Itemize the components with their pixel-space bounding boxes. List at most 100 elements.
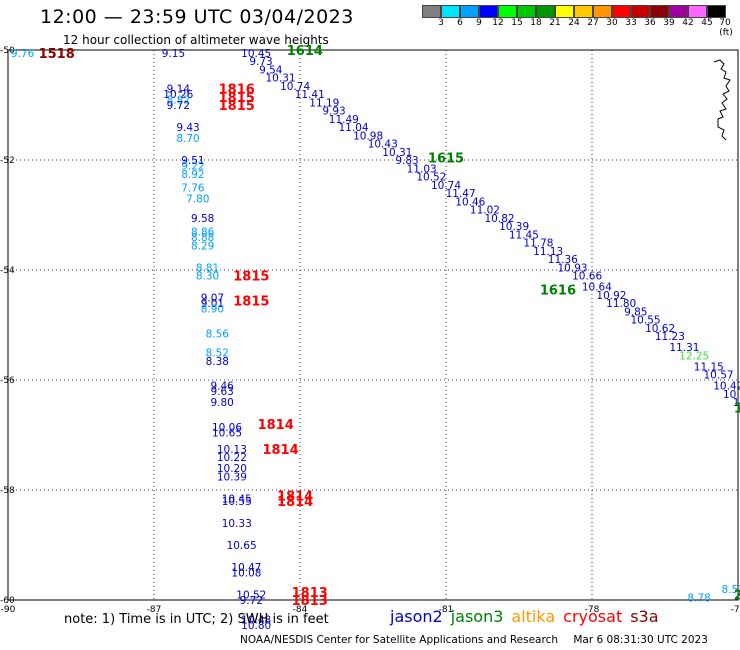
colorbar-label: 27 [587, 18, 599, 28]
y-tick-label: -52 [0, 156, 15, 166]
colorbar-label: 39 [663, 18, 675, 28]
wave-height-label: 8.90 [201, 304, 224, 316]
wave-height-label: 9.72 [167, 100, 190, 112]
satellite-legend-item: jason2 [390, 607, 443, 626]
wave-height-label: 10.98 [353, 130, 383, 142]
wave-height-label: 10.57 [704, 370, 734, 382]
wave-height-label: 10.52 [416, 172, 446, 184]
colorbar-swatch [479, 5, 498, 18]
wave-height-label: 11.47 [446, 188, 476, 200]
wave-height-label: 11.13 [533, 246, 563, 258]
wave-height-label: 8.30 [196, 271, 219, 283]
wave-height-label: 8.92 [181, 169, 204, 181]
wave-height-label: 10.74 [431, 180, 461, 192]
wave-height-label: 11.36 [548, 254, 578, 266]
time-stamp-label: 1815 [233, 270, 269, 285]
colorbar-swatch [593, 5, 612, 18]
x-tick-label: -84 [293, 605, 308, 615]
x-tick-label: -90 [1, 605, 16, 615]
chart-subtitle: 12 hour collection of altimeter wave hei… [63, 33, 329, 47]
colorbar-swatch [517, 5, 536, 18]
wave-height-label: 10.39 [499, 221, 529, 233]
colorbar-label: 3 [438, 18, 444, 28]
wave-height-label: 9.07 [201, 293, 224, 305]
colorbar-label: 33 [625, 18, 637, 28]
wave-height-label: 8.78 [687, 592, 710, 604]
wave-height-label: 10.31 [382, 147, 412, 159]
coastline-outline [713, 59, 731, 141]
wave-height-label: 10.65 [212, 427, 242, 439]
wave-height-label: 9.58 [191, 213, 214, 225]
wave-height-label: 9.93 [322, 106, 345, 118]
wave-height-label: 10.64 [582, 282, 612, 294]
satellite-legend-item: jason3 [450, 607, 504, 626]
wave-height-label: 11.80 [606, 298, 636, 310]
time-stamp-label: 1814 [262, 443, 298, 458]
wave-height-label: 11.27 [733, 397, 740, 409]
wave-height-label: 10.26 [163, 89, 193, 101]
wave-height-label: 10.80 [241, 620, 271, 632]
x-tick-label: -78 [585, 605, 600, 615]
colorbar-label: 18 [530, 18, 542, 28]
wave-height-label: 8.88 [191, 232, 214, 244]
colorbar-swatch [574, 5, 593, 18]
wave-height-label: 10.43 [368, 139, 398, 151]
colorbar-swatch [688, 5, 707, 18]
wave-height-label: 9.85 [624, 306, 647, 318]
note-text: note: 1) Time is in UTC; 2) SWH is in fe… [64, 612, 329, 627]
wave-height-label: 9.80 [210, 397, 233, 409]
satellite-legend-item: s3a [630, 607, 659, 626]
colorbar-swatch [650, 5, 669, 18]
wave-height-label: 11.03 [407, 163, 437, 175]
colorbar-swatch [536, 5, 555, 18]
time-stamp-label: 1813 [292, 586, 328, 601]
wave-height-label: 10.06 [212, 422, 242, 434]
wave-height-label: 11.23 [655, 331, 685, 343]
colorbar-label: 42 [682, 18, 694, 28]
wave-height-label: 11.78 [523, 238, 553, 250]
wave-height-label: 10.82 [485, 213, 515, 225]
wave-height-label: 10.92 [596, 290, 626, 302]
y-tick-label: -50 [0, 46, 15, 56]
wave-height-label: 10.55 [222, 496, 252, 508]
wave-height-label: 7.80 [186, 194, 209, 206]
wave-height-label: 11.02 [470, 205, 500, 217]
wave-height-label: 11.31 [669, 342, 699, 354]
colorbar-swatch [707, 5, 726, 18]
colorbar-label: 21 [549, 18, 561, 28]
wave-height-label: 7.76 [181, 183, 205, 195]
wave-height-label: 9.73 [249, 56, 272, 68]
colorbar-swatch [460, 5, 479, 18]
wave-height-label: 10.22 [217, 452, 247, 464]
wave-height-label: 10.33 [222, 518, 252, 530]
colorbar-label: 9 [476, 18, 482, 28]
wave-height-label: 8.29 [191, 240, 214, 252]
footer: NOAA/NESDIS Center for Satellite Applica… [240, 634, 720, 646]
wave-height-label: 10.13 [217, 444, 247, 456]
wave-height-label: 9.63 [210, 386, 233, 398]
satellite-legend-item: altika [511, 607, 556, 626]
wave-height-label: 8.52 [206, 348, 229, 360]
wave-height-label: 10.74 [280, 81, 310, 93]
colorbar-label: 15 [511, 18, 523, 28]
time-stamp-label: 1815 [233, 294, 269, 309]
wave-height-label: 8.70 [176, 133, 199, 145]
wave-height-label: 10.55 [631, 315, 661, 327]
time-stamp-label: 1815 [219, 91, 255, 106]
colorbar-swatch [555, 5, 574, 18]
wave-height-label: 10.46 [455, 196, 485, 208]
wave-height-label: 9.22 [181, 161, 204, 173]
wave-height-label: 9.54 [259, 64, 283, 76]
wave-height-label: 9.83 [395, 155, 418, 167]
wave-height-label: 8.81 [196, 262, 219, 274]
wave-height-label: 8.38 [206, 356, 229, 368]
time-stamp-label: 1614 [287, 44, 323, 59]
satellite-legend: jason2 jason3 altika cryosat s3a [390, 607, 667, 626]
colorbar-label: 12 [492, 18, 504, 28]
colorbar-swatch [669, 5, 688, 18]
wave-height-label: 9.76 [11, 48, 35, 60]
wave-height-label: 11.45 [509, 229, 539, 241]
time-stamp-label: 1615 [428, 151, 464, 166]
wave-height-label: 10.93 [558, 262, 588, 274]
wave-height-label: 10.31 [266, 73, 296, 85]
